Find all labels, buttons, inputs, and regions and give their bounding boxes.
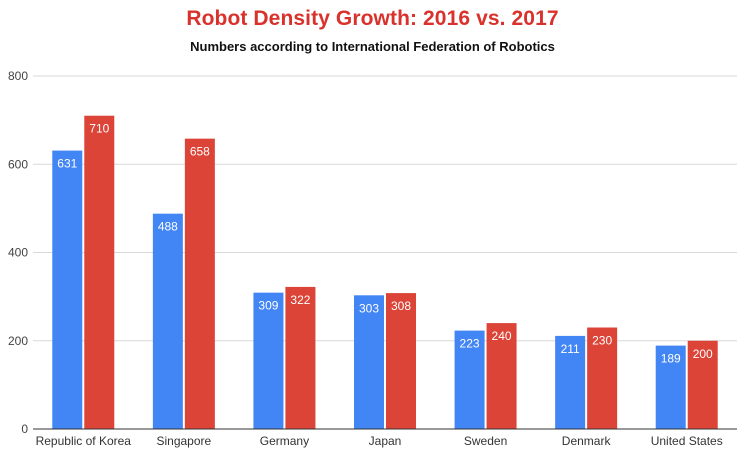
bar-series-0-republic-of-korea (52, 150, 83, 430)
y-tick-label: 600 (8, 157, 28, 171)
data-label: 303 (359, 301, 379, 315)
bar-series-1-germany (285, 286, 316, 429)
x-category-label: Germany (260, 434, 309, 448)
data-labels: 631 710 488 658 309 322 303 308 223 240 211 230 189 2… (57, 122, 713, 366)
bar-series-0-sweden (454, 330, 485, 429)
bar-series-0-united-states (655, 345, 686, 429)
bar-series-1-sweden (486, 323, 517, 429)
x-category-label: Singapore (156, 434, 211, 448)
x-category-labels: Republic of Korea Singapore Germany Japan Sw… (36, 434, 723, 448)
bar-series-1-republic-of-korea (84, 115, 115, 430)
data-label: 488 (158, 220, 178, 234)
x-category-label: United States (651, 434, 723, 448)
data-label: 240 (492, 329, 512, 343)
bar-series-1-denmark (587, 327, 618, 429)
x-category-label: Denmark (562, 434, 612, 448)
bar-series-0-germany (253, 292, 284, 429)
chart-subtitle: Numbers according to International Feder… (190, 39, 555, 54)
gridlines (33, 75, 737, 342)
y-tick-label: 800 (8, 69, 28, 83)
bar-series-1-japan (386, 293, 416, 429)
y-tick-labels: 0 200 400 600 800 (8, 69, 28, 436)
data-label: 200 (693, 347, 713, 361)
bar-series-1-united-states (687, 340, 718, 429)
data-label: 308 (391, 299, 411, 313)
x-category-label: Republic of Korea (36, 434, 132, 448)
bar-series-1-singapore (184, 138, 215, 429)
data-label: 211 (561, 342, 580, 356)
data-label: 710 (89, 122, 109, 136)
data-label: 189 (661, 352, 681, 366)
data-label: 223 (460, 337, 480, 351)
bar-series-0-singapore (152, 213, 183, 429)
bar-series-0-denmark (555, 335, 586, 429)
x-category-label: Japan (369, 434, 402, 448)
data-label: 658 (190, 145, 210, 159)
y-tick-label: 200 (8, 334, 28, 348)
data-label: 230 (592, 334, 612, 348)
chart-title: Robot Density Growth: 2016 vs. 2017 (186, 7, 559, 30)
bar-series-0-japan (354, 295, 384, 429)
bars (52, 115, 718, 430)
data-label: 322 (290, 293, 310, 307)
data-label: 631 (57, 157, 77, 171)
data-label: 309 (258, 299, 278, 313)
y-tick-label: 0 (21, 422, 28, 436)
x-category-label: Sweden (464, 434, 507, 448)
y-tick-label: 400 (8, 246, 28, 260)
